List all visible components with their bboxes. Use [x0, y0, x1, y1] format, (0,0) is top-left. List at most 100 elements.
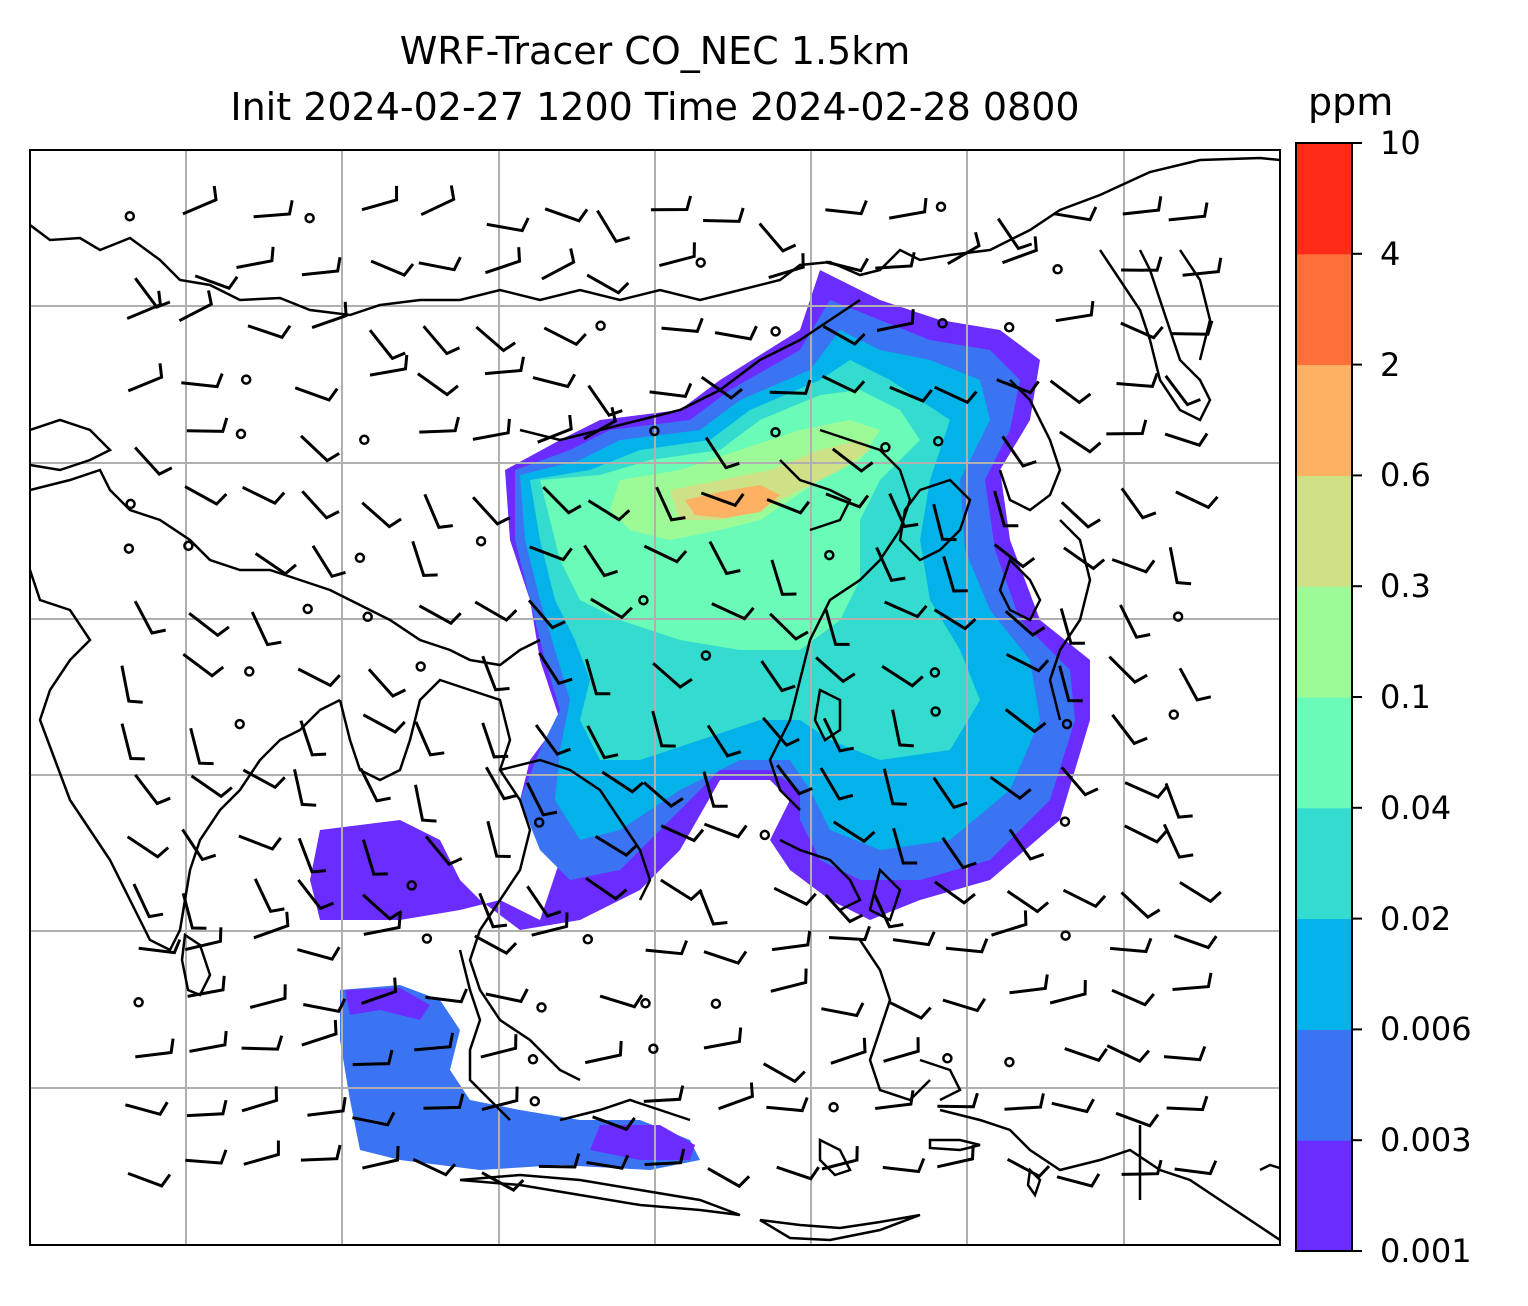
wind-calm-circle [125, 498, 136, 510]
wind-barb [882, 1157, 926, 1174]
wind-barb [703, 822, 748, 839]
wind-barb [936, 1144, 975, 1169]
wind-barb [1115, 1111, 1160, 1128]
wind-barb [770, 968, 808, 993]
wind-barb [1164, 432, 1209, 447]
wind-calm-circle [359, 434, 370, 446]
wind-barb [996, 217, 1033, 251]
wind-barb [700, 491, 745, 508]
wind-calm-circle [536, 1002, 547, 1013]
wind-barb [876, 309, 915, 332]
wind-barb [704, 436, 740, 470]
wind-barb [700, 375, 743, 400]
wind-barb [649, 382, 693, 399]
wind-barb [584, 658, 611, 696]
southern-patch-inner [345, 988, 430, 1020]
wind-calm-circle [1172, 611, 1184, 622]
wind-barb [484, 247, 522, 275]
colorbar-tick-label: 0.003 [1380, 1121, 1472, 1160]
wind-barb [369, 354, 409, 377]
wind-barb [538, 1153, 581, 1169]
wind-barb [254, 552, 297, 576]
wind-calm-circle [415, 661, 426, 672]
colorbar-segment [1296, 1140, 1352, 1252]
map-frame [29, 149, 1281, 1246]
wind-calm-circle [582, 934, 594, 945]
wind-calm-circle [770, 326, 781, 337]
wind-barb [830, 1037, 867, 1065]
wind-barbs [120, 185, 1223, 1192]
wind-barb [702, 771, 728, 808]
wind-barb [135, 1038, 175, 1059]
wind-barb [1124, 824, 1168, 844]
wind-barb [824, 893, 864, 924]
gridlines [30, 150, 1280, 1245]
wind-barb [760, 660, 796, 693]
wind-barb [643, 544, 688, 564]
wind-barb [586, 273, 630, 295]
wind-barb [486, 217, 530, 233]
wind-barb [485, 988, 529, 1004]
wind-barb [766, 498, 811, 515]
wind-barb [242, 768, 286, 790]
wind-barb [425, 988, 468, 1004]
wind-barb [184, 927, 223, 952]
wind-barb [541, 248, 576, 281]
colorbar-segment [1296, 143, 1352, 255]
wind-barb [882, 768, 907, 806]
wind-barb [1006, 890, 1050, 914]
wind-barb [297, 946, 341, 961]
wind-barb [241, 1086, 279, 1113]
wind-barb [586, 1154, 630, 1170]
wind-barb [182, 185, 218, 216]
wind-barb [993, 490, 1019, 528]
wind-barb [768, 253, 805, 280]
wind-barb [1001, 435, 1037, 468]
wind-barb [301, 1019, 338, 1047]
wind-calm-circle [527, 1054, 539, 1065]
wind-barb [247, 324, 292, 340]
southern-patch-strip [590, 1125, 695, 1160]
wind-barb [241, 485, 286, 505]
wind-barb [769, 612, 809, 641]
wind-barb [1108, 655, 1148, 684]
wind-barb [419, 416, 460, 434]
wind-barb [529, 545, 573, 562]
wind-barb [181, 892, 207, 930]
wind-barb [293, 768, 317, 807]
colorbar-segment [1296, 918, 1352, 1030]
wind-barb [1064, 1047, 1108, 1063]
wind-barb [883, 1037, 920, 1063]
wind-barb [1049, 379, 1092, 405]
wind-barb [1174, 1160, 1218, 1176]
wind-barb [1062, 888, 1107, 909]
wind-barb [875, 1090, 915, 1110]
wind-calm-circle [1168, 709, 1180, 720]
wind-barb [538, 652, 573, 686]
wind-barb [822, 324, 866, 346]
wind-barb [1006, 1157, 1051, 1179]
wind-calm-circle [700, 650, 712, 661]
wind-barb [1055, 300, 1095, 323]
wind-barb [1106, 419, 1148, 436]
colorbar-segment [1296, 697, 1352, 809]
colorbar-segment [1296, 807, 1352, 920]
wind-barb [127, 363, 164, 393]
wind-calm-circle [1052, 264, 1063, 275]
wind-barb [411, 540, 438, 578]
wind-barb [776, 764, 813, 796]
wind-barb [423, 493, 453, 530]
wind-barb [1120, 891, 1161, 919]
wind-barb [120, 665, 143, 704]
wind-barb [934, 880, 976, 905]
wind-barb [821, 374, 866, 394]
wind-barb [652, 662, 693, 689]
wind-barb [126, 290, 163, 320]
wind-barb [527, 599, 566, 630]
wind-barb [307, 1096, 347, 1117]
wind-barb [1119, 604, 1151, 639]
wind-calm-circle [1004, 1056, 1015, 1068]
wind-barb [1172, 972, 1213, 991]
colorbar [1295, 142, 1362, 1252]
wind-barb [932, 503, 957, 542]
